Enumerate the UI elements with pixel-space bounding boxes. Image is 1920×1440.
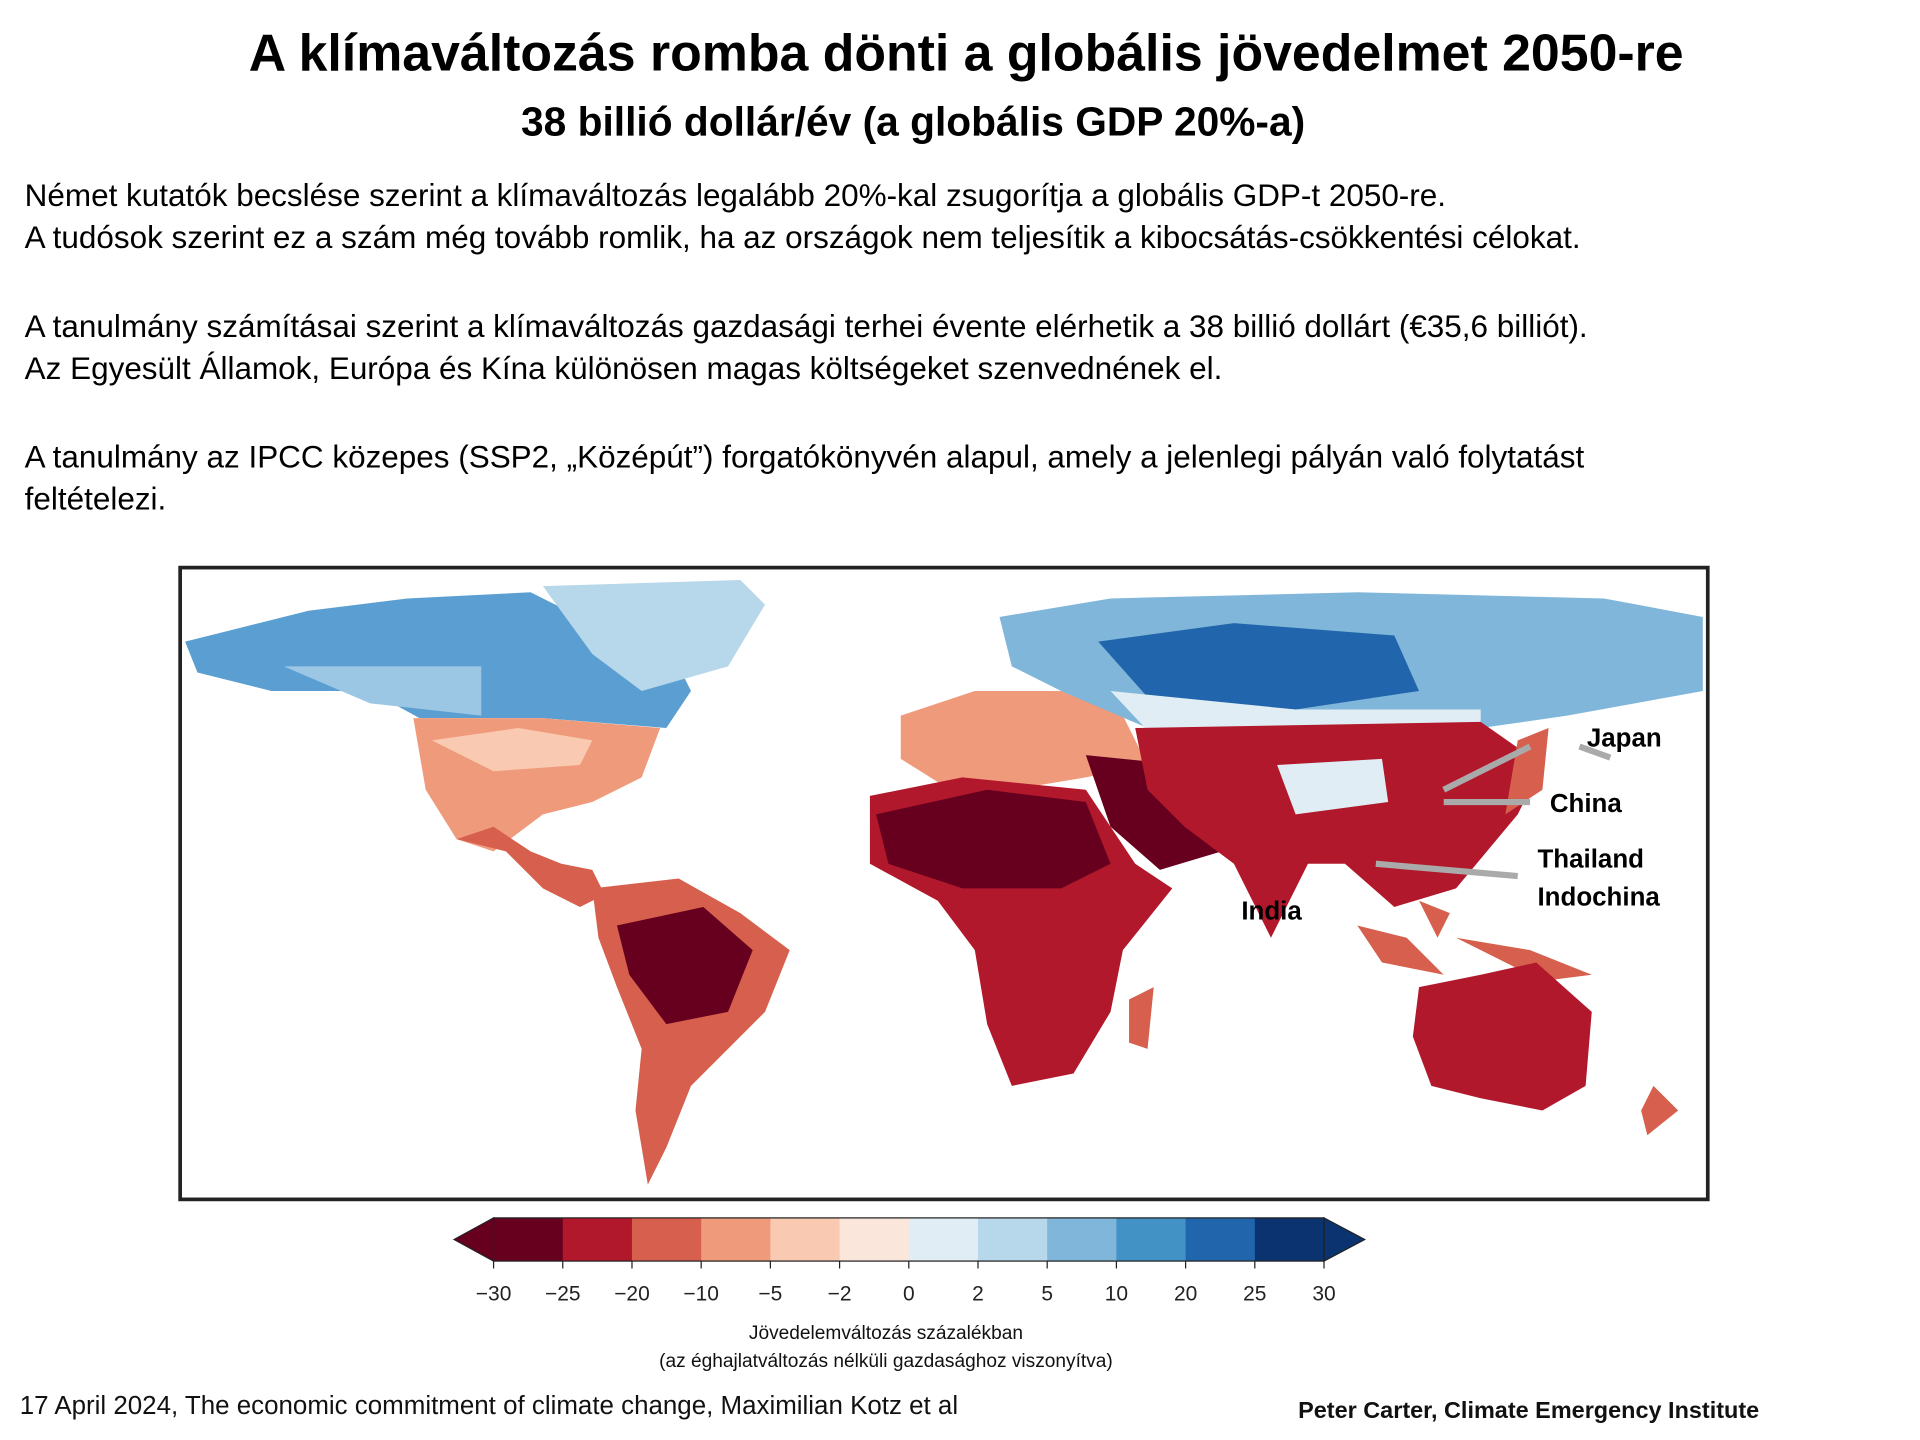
map-label: Indochina xyxy=(1537,884,1660,912)
colorbar-tick-label: −25 xyxy=(545,1283,581,1306)
land xyxy=(431,728,593,772)
land xyxy=(185,592,692,729)
land xyxy=(616,906,753,1025)
paragraph-line: Az Egyesült Államok, Európa és Kína külö… xyxy=(25,351,1223,386)
colorbar-bin xyxy=(1254,1217,1325,1262)
land xyxy=(1098,623,1420,710)
land xyxy=(1641,1085,1679,1136)
colorbar-tick-label: 5 xyxy=(1041,1283,1053,1306)
land xyxy=(1129,987,1154,1049)
paragraph-line: A tanulmány az IPCC közepes (SSP2, „Közé… xyxy=(25,440,1585,475)
colorbar-bin xyxy=(631,1217,702,1262)
colorbar-caption: (az éghajlatváltozás nélküli gazdasághoz… xyxy=(659,1351,1113,1372)
land xyxy=(1412,962,1592,1111)
land xyxy=(542,579,766,692)
colorbar-tick-label: 30 xyxy=(1312,1283,1335,1306)
colorbar-bin xyxy=(1116,1217,1187,1262)
colorbar-bin xyxy=(701,1217,772,1262)
land xyxy=(1110,691,1481,731)
colorbar-tick-label: 10 xyxy=(1105,1283,1128,1306)
land xyxy=(456,826,605,907)
colorbar-bin xyxy=(562,1217,633,1262)
colorbar-caption: Jövedelemváltozás százalékban xyxy=(749,1323,1023,1344)
map-label: Japan xyxy=(1587,725,1662,753)
colorbar-bin xyxy=(770,1217,841,1262)
colorbar-tick-label: −30 xyxy=(476,1283,512,1306)
paragraph-line: A tanulmány számításai szerint a klímavá… xyxy=(25,309,1588,344)
subtitle: 38 billió dollár/év (a globális GDP 20%-… xyxy=(521,99,1305,145)
colorbar-bin xyxy=(839,1217,910,1262)
land xyxy=(876,789,1111,889)
colorbar-extension xyxy=(452,1216,495,1263)
colorbar-tick-label: 2 xyxy=(972,1283,984,1306)
world-map xyxy=(178,565,1710,1202)
arrow xyxy=(1578,743,1612,761)
land xyxy=(283,666,482,716)
map-label: Thailand xyxy=(1537,845,1644,873)
colorbar-bin xyxy=(977,1217,1048,1262)
colorbar-bin xyxy=(908,1217,979,1262)
land xyxy=(1357,900,1592,981)
land xyxy=(1135,721,1543,938)
colorbar: −30 −25 −20 −10 −5 −2 0 2 5 10 20 25 30 xyxy=(452,1216,1367,1306)
colorbar-tick-label: −5 xyxy=(758,1283,782,1306)
title: A klímaváltozás romba dönti a globális j… xyxy=(249,23,1684,81)
colorbar-bin xyxy=(493,1217,564,1262)
colorbar-extension xyxy=(1323,1216,1367,1263)
credit: Peter Carter, Climate Emergency Institut… xyxy=(1298,1397,1759,1423)
paragraph-line: Német kutatók becslése szerint a klímavá… xyxy=(25,178,1446,213)
colorbar-tick-label: 25 xyxy=(1243,1283,1266,1306)
colorbar-tick-label: −10 xyxy=(683,1283,719,1306)
colorbar-tick-label: −20 xyxy=(614,1283,650,1306)
land xyxy=(900,691,1148,790)
colorbar-bin xyxy=(1185,1217,1256,1262)
colorbar-tick-label: 20 xyxy=(1174,1283,1197,1306)
paragraph-line: feltételezi. xyxy=(25,482,167,517)
source: 17 April 2024, The economic commitment o… xyxy=(20,1392,958,1420)
land xyxy=(1277,758,1389,815)
land xyxy=(1505,728,1549,815)
paragraph-line: A tudósok szerint ez a szám még tovább r… xyxy=(25,220,1581,255)
map-label: China xyxy=(1550,790,1623,818)
map-label: India xyxy=(1241,897,1302,925)
colorbar-tick-label: 0 xyxy=(903,1283,915,1306)
colorbar-tick-label: −2 xyxy=(828,1283,852,1306)
colorbar-bin xyxy=(1047,1217,1118,1262)
arrow xyxy=(1375,743,1532,880)
